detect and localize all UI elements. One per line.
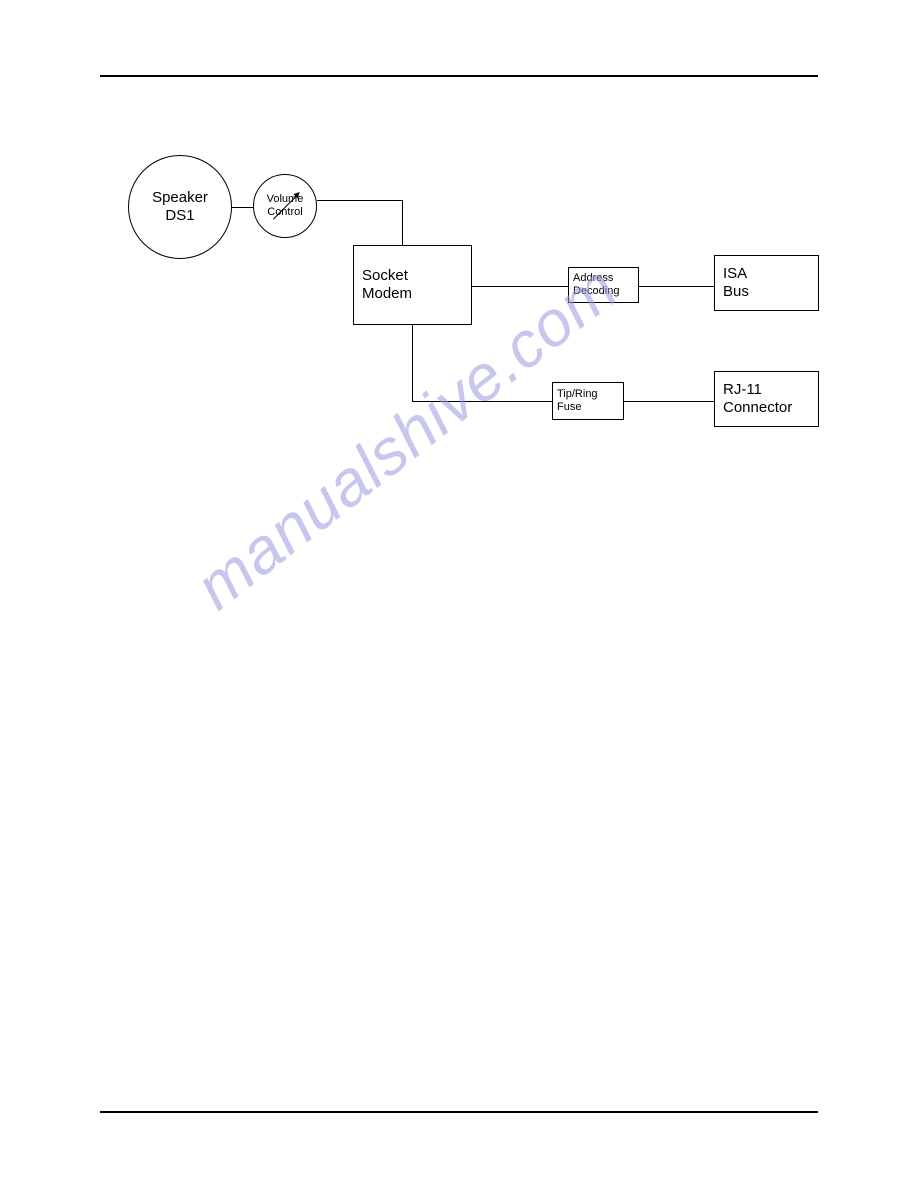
edge-socket-tipring-v	[412, 325, 413, 401]
edge-volume-socket-v	[402, 200, 403, 245]
edge-socket-address	[472, 286, 568, 287]
edge-socket-tipring-h	[412, 401, 552, 402]
block-diagram: SpeakerDS1 VolumeControl SocketModem Add…	[100, 145, 818, 465]
node-socket-modem-label: SocketModem	[362, 267, 412, 303]
node-tip-ring-fuse: Tip/RingFuse	[552, 382, 624, 420]
node-isa-bus-label: ISABus	[723, 265, 749, 301]
node-address-decoding-label: AddressDecoding	[573, 272, 619, 298]
node-tip-ring-fuse-label: Tip/RingFuse	[557, 388, 598, 414]
node-speaker-label: SpeakerDS1	[152, 189, 208, 225]
node-speaker-ds1: SpeakerDS1	[128, 155, 232, 259]
node-address-decoding: AddressDecoding	[568, 267, 639, 303]
edge-speaker-volume	[232, 207, 253, 208]
edge-tipring-rj11	[624, 401, 714, 402]
node-rj11-label: RJ-11Connector	[723, 381, 792, 417]
node-volume-control: VolumeControl	[253, 174, 317, 238]
edge-volume-socket-h	[317, 200, 402, 201]
page-border-bottom	[100, 1111, 818, 1113]
edge-address-isa	[639, 286, 714, 287]
node-socket-modem: SocketModem	[353, 245, 472, 325]
node-rj11-connector: RJ-11Connector	[714, 371, 819, 427]
node-isa-bus: ISABus	[714, 255, 819, 311]
page-border-top	[100, 75, 818, 77]
